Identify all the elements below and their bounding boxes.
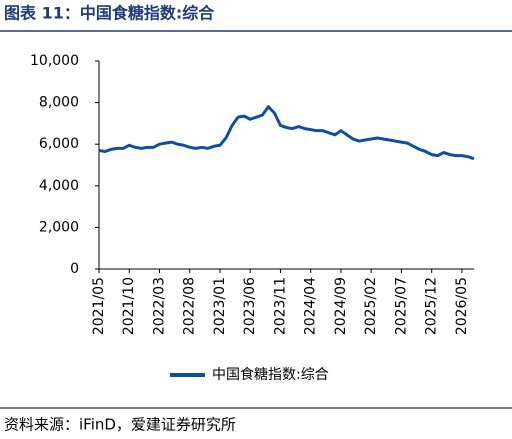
x-tick-label: 2023/01 [212,277,228,335]
y-tick-label: 0 [70,261,79,277]
y-tick-label: 6,000 [39,136,79,152]
x-tick-label: 2023/06 [242,277,258,335]
chart-title: 图表 11：中国食糖指数:综合 [4,4,215,23]
x-tick-label: 2025/12 [424,277,440,335]
x-tick-label: 2024/09 [333,277,349,335]
x-tick-label: 2025/02 [363,277,379,335]
x-tick-label: 2023/11 [272,277,288,335]
series-line [98,105,475,161]
y-tick-label: 10,000 [30,53,79,69]
x-tick-label: 2024/04 [303,277,319,335]
legend-label: 中国食糖指数:综合 [212,366,329,383]
y-tick-label: 2,000 [39,219,79,235]
x-tick-label: 2022/03 [151,277,167,335]
x-tick-label: 2021/10 [121,277,137,335]
x-tick-label: 2025/07 [393,277,409,335]
y-tick-label: 8,000 [39,95,79,111]
x-tick-label: 2026/05 [454,277,470,335]
source: 资料来源：iFinD，爱建证券研究所 [4,416,236,434]
x-tick-label: 2022/08 [182,277,198,335]
x-tick-label: 2021/05 [91,277,107,335]
y-tick-label: 4,000 [39,178,79,194]
